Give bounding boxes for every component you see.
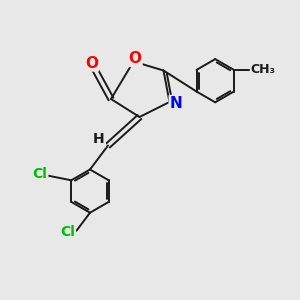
- Text: O: O: [85, 56, 98, 70]
- Text: Cl: Cl: [60, 225, 75, 239]
- Text: H: H: [93, 133, 105, 146]
- Text: N: N: [170, 96, 182, 111]
- Text: Cl: Cl: [32, 167, 47, 181]
- Text: CH₃: CH₃: [251, 63, 276, 76]
- Text: O: O: [128, 51, 142, 66]
